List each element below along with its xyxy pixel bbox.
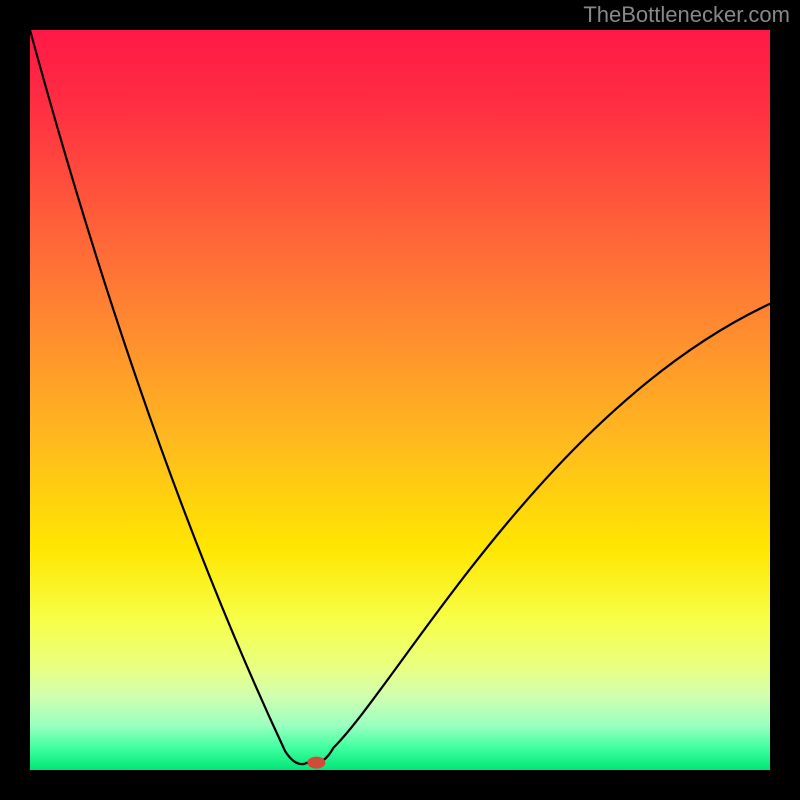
chart-container: TheBottlenecker.com xyxy=(0,0,800,800)
bottleneck-chart xyxy=(0,0,800,800)
optimal-marker xyxy=(307,757,325,769)
watermark-text: TheBottlenecker.com xyxy=(583,2,790,28)
plot-area xyxy=(30,30,770,770)
